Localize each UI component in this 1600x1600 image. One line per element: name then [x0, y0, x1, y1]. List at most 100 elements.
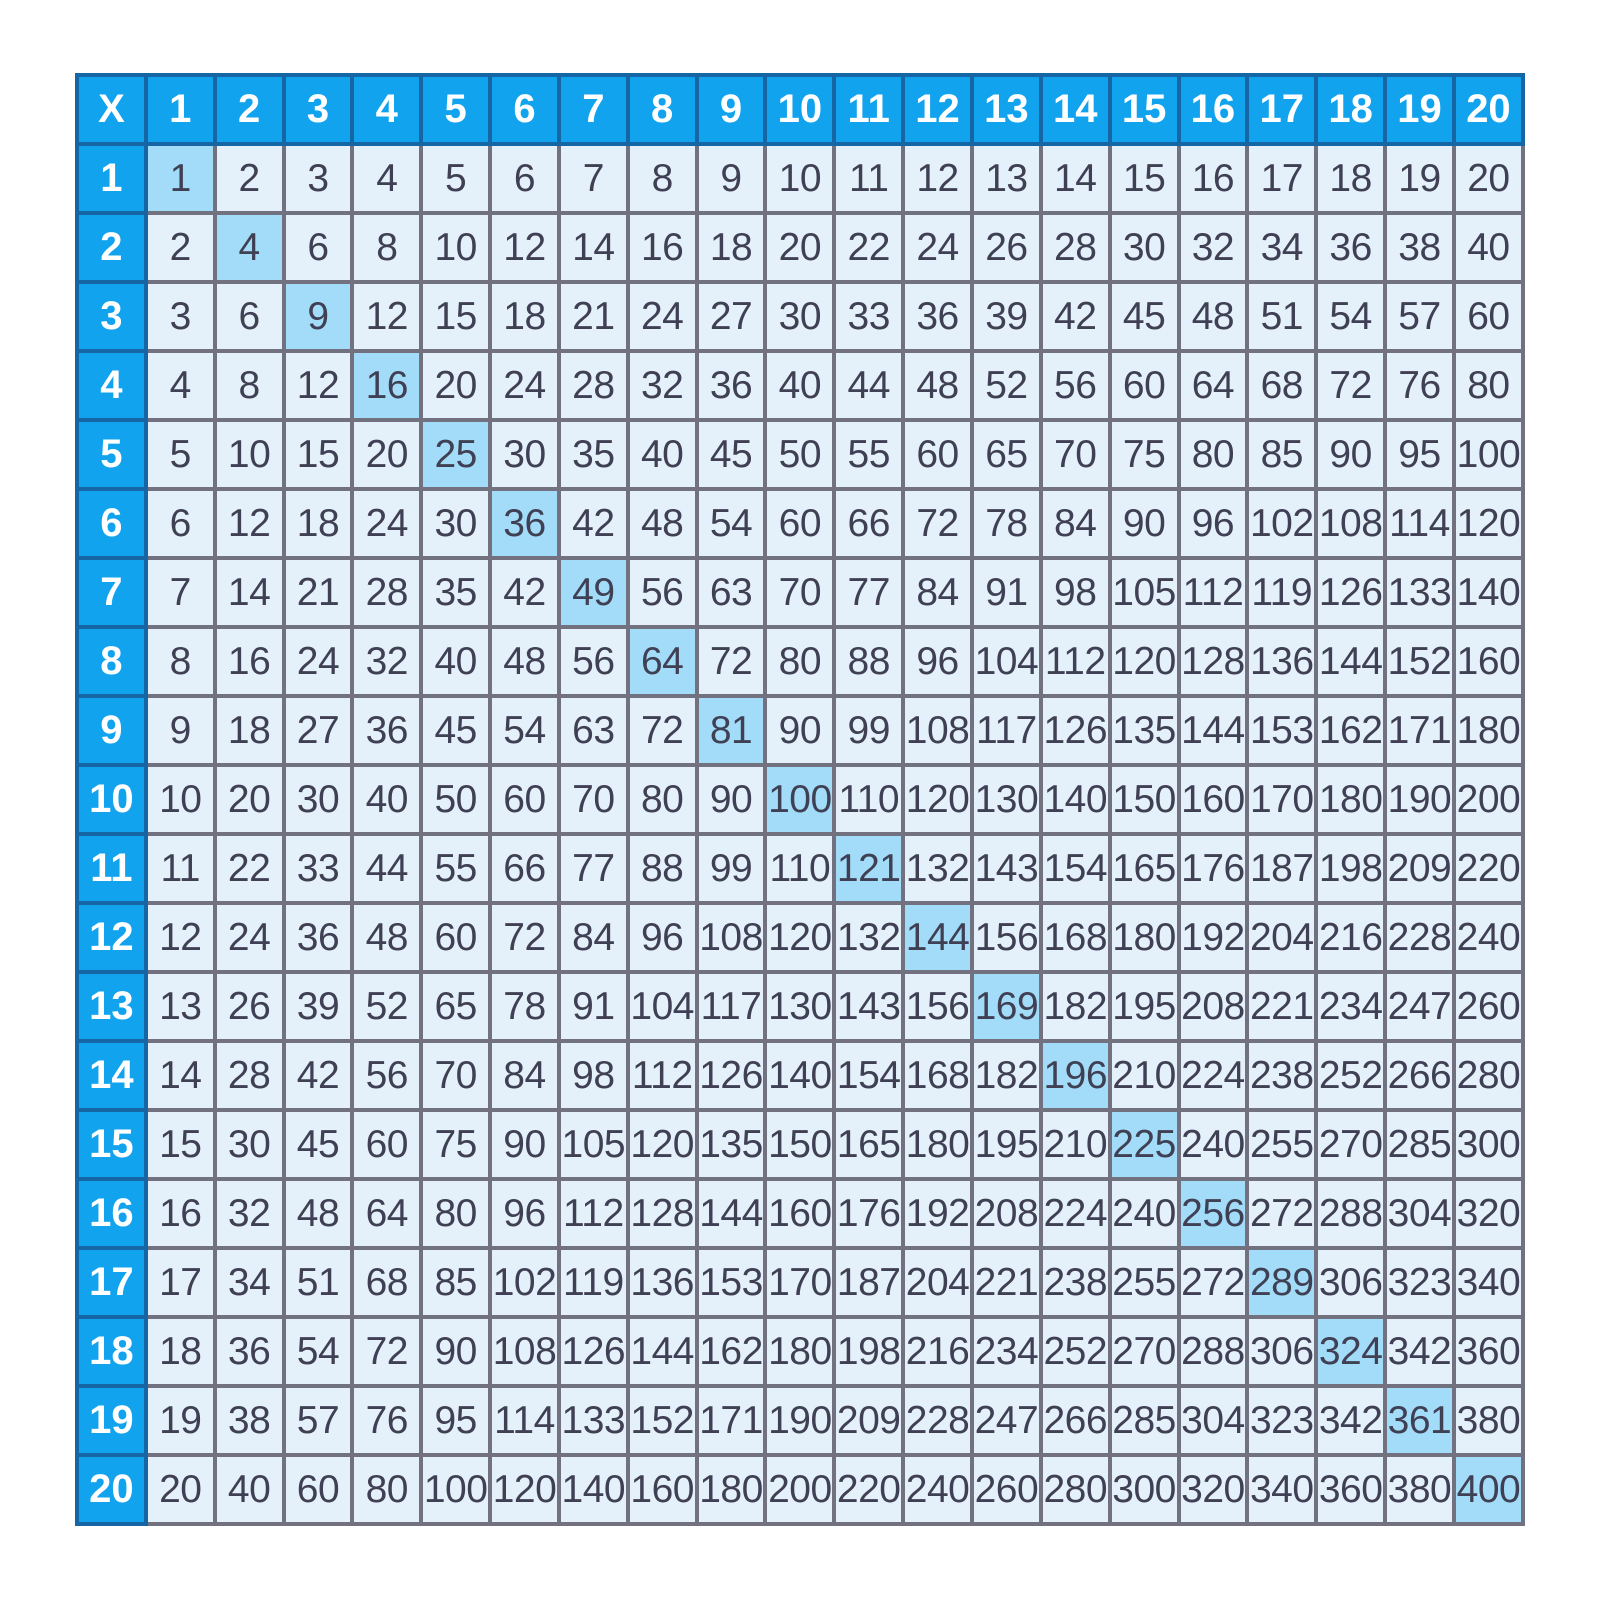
product-cell: 135 [1107, 694, 1181, 767]
product-cell: 260 [1451, 970, 1526, 1043]
row-header-cell: 3 [75, 280, 148, 353]
product-cell: 108 [488, 1315, 561, 1388]
product-cell: 50 [763, 418, 837, 491]
product-cell: 39 [969, 280, 1043, 353]
product-cell: 90 [1314, 418, 1388, 491]
product-cell: 60 [763, 487, 837, 560]
product-cell: 84 [556, 901, 630, 974]
product-cell: 65 [969, 418, 1043, 491]
product-cell: 11 [143, 832, 217, 905]
product-cell: 64 [1176, 349, 1250, 422]
row-header-cell: 2 [75, 211, 148, 284]
product-cell: 19 [1383, 142, 1456, 215]
product-cell: 75 [419, 1108, 493, 1181]
product-cell: 28 [350, 556, 424, 629]
product-cell: 42 [488, 556, 561, 629]
row-header-cell: 17 [75, 1246, 148, 1319]
product-cell: 70 [556, 763, 630, 836]
product-cell: 30 [281, 763, 355, 836]
product-cell: 24 [350, 487, 424, 560]
product-cell: 152 [625, 1384, 699, 1457]
product-cell: 14 [556, 211, 630, 284]
product-cell: 252 [1038, 1315, 1112, 1388]
table-row: 3 3 6 9 12 15 18 21 24 27 30 33 36 39 42 45 48 51 54 57 60 [75, 280, 1526, 353]
row-header-cell: 20 [75, 1453, 148, 1526]
product-cell: 204 [1245, 901, 1319, 974]
product-cell: 140 [1038, 763, 1112, 836]
row-header-cell: 9 [75, 694, 148, 767]
product-cell: 187 [1245, 832, 1319, 905]
product-cell: 7 [556, 142, 630, 215]
product-cell: 130 [763, 970, 837, 1043]
product-cell: 35 [556, 418, 630, 491]
product-cell: 60 [1451, 280, 1526, 353]
product-cell: 60 [419, 901, 493, 974]
product-cell: 20 [763, 211, 837, 284]
row-header-cell: 18 [75, 1315, 148, 1388]
product-cell: 38 [1383, 211, 1456, 284]
product-cell: 180 [1451, 694, 1526, 767]
row-header-cell: 15 [75, 1108, 148, 1181]
column-header-cell: 5 [419, 73, 493, 146]
product-cell: 35 [419, 556, 493, 629]
product-cell: 380 [1451, 1384, 1526, 1457]
column-header-cell: 15 [1107, 73, 1181, 146]
product-cell: 50 [419, 763, 493, 836]
product-cell: 200 [763, 1453, 837, 1526]
product-cell: 22 [832, 211, 906, 284]
product-cell: 36 [212, 1315, 286, 1388]
product-cell: 10 [212, 418, 286, 491]
product-cell: 25 [419, 418, 493, 491]
product-cell: 36 [1314, 211, 1388, 284]
product-cell: 42 [556, 487, 630, 560]
product-cell: 323 [1245, 1384, 1319, 1457]
product-cell: 238 [1038, 1246, 1112, 1319]
product-cell: 221 [969, 1246, 1043, 1319]
product-cell: 228 [1383, 901, 1456, 974]
product-cell: 88 [832, 625, 906, 698]
table-row: 15 15 30 45 60 75 90 105 120 135 150 165 180 195 210 22… [75, 1108, 1526, 1181]
product-cell: 24 [281, 625, 355, 698]
product-cell: 22 [212, 832, 286, 905]
row-header-cell: 11 [75, 832, 148, 905]
product-cell: 21 [556, 280, 630, 353]
product-cell: 60 [350, 1108, 424, 1181]
table-row: 14 14 28 42 56 70 84 98 112 126 140 154 168 182 196 210… [75, 1039, 1526, 1112]
product-cell: 99 [832, 694, 906, 767]
product-cell: 6 [143, 487, 217, 560]
product-cell: 156 [969, 901, 1043, 974]
product-cell: 40 [212, 1453, 286, 1526]
product-cell: 304 [1176, 1384, 1250, 1457]
table-row: 7 7 14 21 28 35 42 49 56 63 70 77 84 91 98 105 112 119 126… [75, 556, 1526, 629]
product-cell: 14 [212, 556, 286, 629]
product-cell: 144 [1314, 625, 1388, 698]
product-cell: 52 [350, 970, 424, 1043]
product-cell: 12 [901, 142, 974, 215]
product-cell: 288 [1176, 1315, 1250, 1388]
product-cell: 84 [1038, 487, 1112, 560]
product-cell: 76 [1383, 349, 1456, 422]
product-cell: 48 [901, 349, 974, 422]
product-cell: 126 [556, 1315, 630, 1388]
product-cell: 133 [1383, 556, 1456, 629]
product-cell: 99 [694, 832, 768, 905]
product-cell: 340 [1451, 1246, 1526, 1319]
column-header-cell: 11 [832, 73, 906, 146]
product-cell: 56 [625, 556, 699, 629]
product-cell: 27 [281, 694, 355, 767]
product-cell: 247 [969, 1384, 1043, 1457]
product-cell: 21 [281, 556, 355, 629]
product-cell: 210 [1038, 1108, 1112, 1181]
product-cell: 360 [1314, 1453, 1388, 1526]
product-cell: 165 [1107, 832, 1181, 905]
table-row: 18 18 36 54 72 90 108 126 144 162 180 198 216 234 252 2… [75, 1315, 1526, 1388]
product-cell: 70 [1038, 418, 1112, 491]
product-cell: 144 [1176, 694, 1250, 767]
row-header-cell: 4 [75, 349, 148, 422]
operator-corner-cell: X [75, 73, 148, 146]
product-cell: 24 [212, 901, 286, 974]
product-cell: 220 [832, 1453, 906, 1526]
product-cell: 30 [488, 418, 561, 491]
product-cell: 210 [1107, 1039, 1181, 1112]
product-cell: 108 [1314, 487, 1388, 560]
